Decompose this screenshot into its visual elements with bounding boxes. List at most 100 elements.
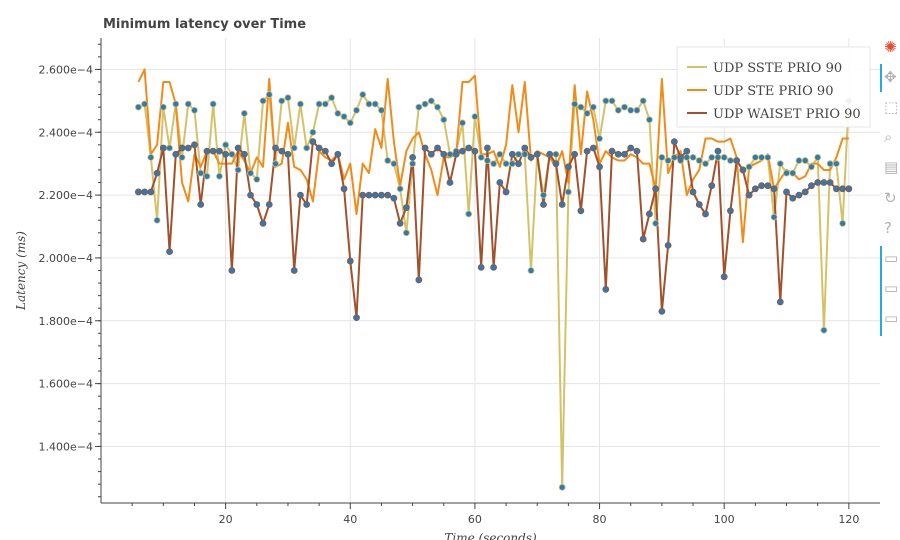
data-point bbox=[751, 153, 759, 161]
data-point bbox=[159, 144, 167, 152]
data-point bbox=[789, 169, 797, 177]
data-point bbox=[240, 150, 248, 158]
data-point bbox=[191, 141, 198, 149]
data-point bbox=[814, 179, 822, 186]
data-point bbox=[483, 144, 491, 152]
data-point bbox=[527, 153, 535, 161]
data-point bbox=[646, 116, 653, 124]
x-tick-label: 120 bbox=[838, 513, 859, 526]
data-point bbox=[789, 194, 797, 202]
data-point bbox=[745, 163, 753, 171]
y-axis-title: Latency (ms) bbox=[14, 231, 28, 311]
data-point bbox=[664, 241, 672, 249]
data-point bbox=[259, 97, 267, 105]
data-point bbox=[714, 153, 722, 161]
legend: UDP SSTE PRIO 90 UDP STE PRIO 90 UDP WAISE… bbox=[676, 46, 871, 128]
data-point bbox=[795, 191, 803, 199]
data-point bbox=[614, 106, 622, 114]
legend-label: UDP SSTE PRIO 90 bbox=[713, 61, 842, 76]
data-point bbox=[515, 150, 522, 158]
help-icon[interactable]: ? bbox=[884, 219, 892, 237]
data-point bbox=[178, 144, 186, 152]
legend-box bbox=[676, 46, 871, 128]
data-point bbox=[820, 179, 828, 186]
data-point bbox=[265, 91, 273, 98]
pan-icon[interactable]: ✥ bbox=[884, 68, 897, 86]
data-point bbox=[465, 144, 473, 152]
data-point bbox=[147, 188, 155, 196]
data-point bbox=[708, 182, 716, 190]
y-tick-label: 2.400e−4 bbox=[39, 126, 93, 139]
reset-icon[interactable]: ↻ bbox=[884, 189, 897, 207]
data-point bbox=[228, 150, 236, 158]
data-point bbox=[652, 185, 660, 193]
data-point bbox=[421, 100, 429, 108]
data-point bbox=[801, 157, 809, 164]
hover-icon[interactable]: ▭ bbox=[884, 309, 899, 327]
data-point bbox=[614, 150, 622, 158]
data-point bbox=[577, 103, 585, 111]
data-point bbox=[702, 160, 709, 168]
data-point bbox=[253, 175, 261, 183]
data-point bbox=[583, 147, 591, 155]
data-point bbox=[303, 201, 311, 208]
data-point bbox=[384, 157, 392, 164]
data-point bbox=[390, 194, 398, 202]
data-point bbox=[434, 144, 441, 152]
active-tool-indicator bbox=[880, 64, 882, 92]
data-point bbox=[627, 144, 635, 152]
hover-icon[interactable]: ▭ bbox=[884, 279, 899, 297]
data-point bbox=[452, 150, 460, 158]
save-icon[interactable]: ▤ bbox=[884, 158, 899, 176]
data-point bbox=[714, 147, 722, 155]
y-tick-label: 2.000e−4 bbox=[39, 252, 93, 265]
box-zoom-icon[interactable]: ⬚ bbox=[884, 98, 899, 116]
data-point bbox=[820, 326, 828, 334]
data-point bbox=[577, 207, 585, 215]
data-point bbox=[427, 150, 435, 158]
data-point bbox=[826, 160, 834, 168]
data-point bbox=[222, 150, 230, 158]
data-point bbox=[265, 201, 273, 208]
data-point bbox=[459, 119, 466, 127]
data-point bbox=[720, 273, 728, 281]
data-point bbox=[751, 185, 759, 193]
data-point bbox=[646, 210, 653, 218]
data-point bbox=[409, 160, 417, 168]
wheel-zoom-icon[interactable]: ⌕ bbox=[884, 128, 893, 146]
data-point bbox=[695, 201, 703, 208]
data-point bbox=[272, 144, 279, 152]
data-point bbox=[203, 147, 211, 155]
data-point bbox=[776, 160, 784, 168]
data-point bbox=[384, 191, 392, 199]
data-point bbox=[153, 169, 161, 177]
data-point bbox=[178, 153, 186, 161]
data-point bbox=[658, 153, 666, 161]
data-point bbox=[639, 97, 647, 105]
data-point bbox=[596, 135, 603, 142]
data-point bbox=[502, 160, 510, 168]
data-point bbox=[471, 147, 479, 155]
x-tick-label: 20 bbox=[219, 513, 233, 526]
data-point bbox=[496, 179, 504, 186]
x-tick-label: 80 bbox=[593, 513, 607, 526]
data-point bbox=[334, 110, 342, 117]
data-point bbox=[689, 153, 697, 161]
data-point bbox=[284, 94, 292, 102]
data-point bbox=[409, 153, 417, 161]
data-point bbox=[459, 147, 466, 155]
hover-icon[interactable]: ▭ bbox=[884, 249, 899, 267]
data-point bbox=[328, 94, 335, 102]
data-point bbox=[290, 267, 298, 274]
data-point bbox=[483, 157, 491, 164]
series-line-1 bbox=[137, 68, 849, 244]
data-point bbox=[315, 144, 323, 152]
data-point bbox=[508, 150, 516, 158]
data-point bbox=[365, 191, 373, 199]
data-point bbox=[477, 153, 485, 161]
data-point bbox=[134, 103, 142, 111]
data-point bbox=[490, 160, 498, 168]
data-point bbox=[166, 248, 173, 256]
data-point bbox=[540, 201, 547, 208]
